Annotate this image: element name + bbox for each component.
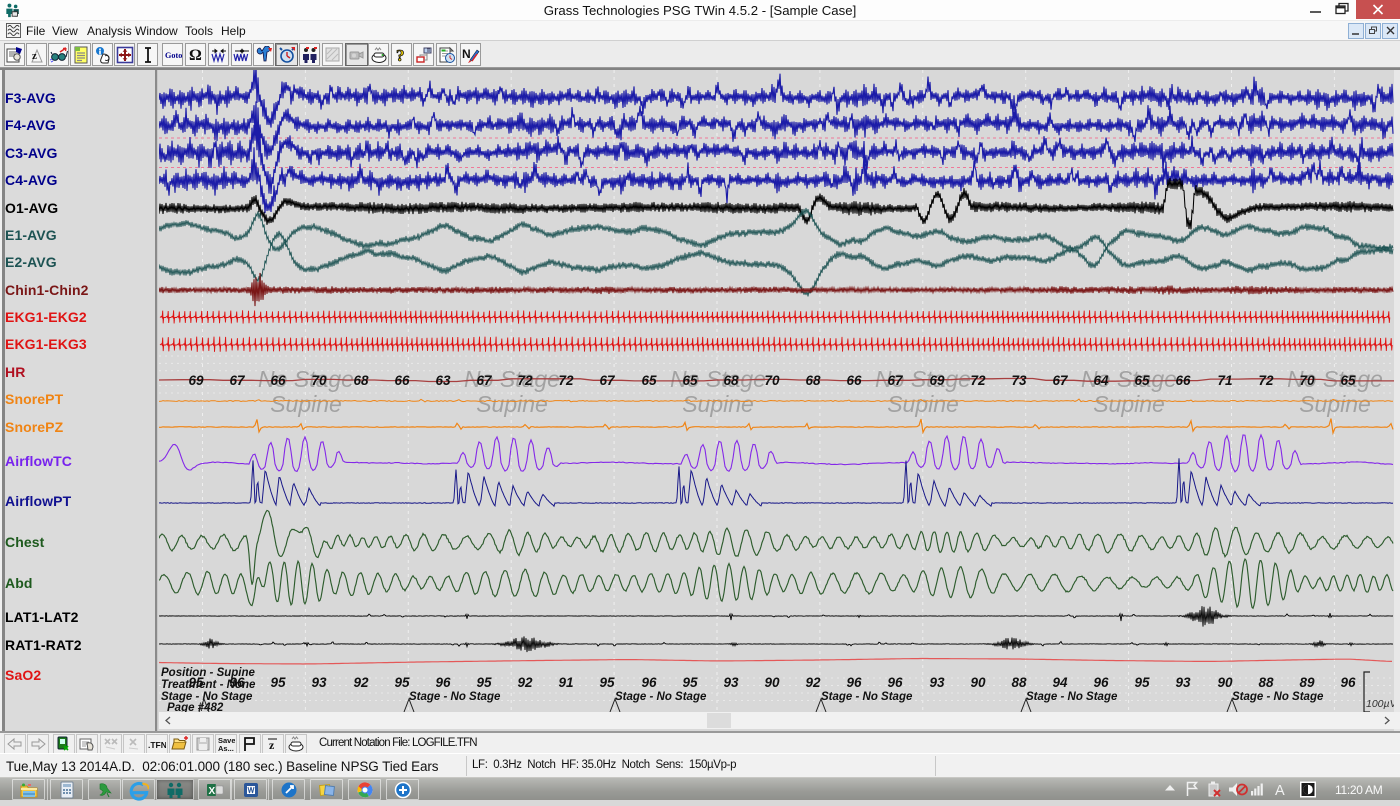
svg-text:N: N: [462, 47, 471, 61]
svg-text:90: 90: [970, 675, 986, 690]
svg-text:95: 95: [270, 675, 286, 690]
svg-text:Save: Save: [218, 736, 235, 745]
svg-text:96: 96: [887, 675, 903, 690]
svg-text:96: 96: [846, 675, 862, 690]
svg-text:Position - Supine: Position - Supine: [161, 667, 256, 679]
svg-text:Ω: Ω: [189, 47, 202, 64]
svg-text:94: 94: [1052, 675, 1068, 690]
svg-text:72: 72: [517, 373, 533, 388]
svg-text:65: 65: [1134, 373, 1150, 388]
svg-text:70: 70: [764, 373, 780, 388]
svg-text:X: X: [208, 786, 215, 797]
svg-text:No Stage: No Stage: [670, 366, 766, 392]
svg-text:69: 69: [188, 373, 204, 388]
svg-text:Treatment - None: Treatment - None: [161, 679, 256, 691]
svg-text:67: 67: [229, 373, 246, 388]
svg-text:Goto: Goto: [165, 51, 182, 60]
svg-text:71: 71: [1217, 373, 1232, 388]
svg-text:66: 66: [394, 373, 410, 388]
svg-text:88: 88: [1258, 675, 1274, 690]
svg-text:67: 67: [476, 373, 493, 388]
svg-text:Stage - No Stage: Stage - No Stage: [161, 691, 253, 703]
svg-text:65: 65: [1340, 373, 1356, 388]
svg-text:Supine: Supine: [887, 391, 959, 417]
svg-text:70: 70: [1299, 373, 1315, 388]
svg-text:96: 96: [1093, 675, 1109, 690]
svg-text:68: 68: [805, 373, 821, 388]
svg-text:67: 67: [887, 373, 904, 388]
svg-text:93: 93: [311, 675, 327, 690]
svg-text:73: 73: [1011, 373, 1027, 388]
svg-text:95: 95: [188, 675, 204, 690]
svg-text:69: 69: [929, 373, 945, 388]
svg-text:95: 95: [682, 675, 698, 690]
svg-text:95: 95: [394, 675, 410, 690]
svg-text:100µV: 100µV: [1366, 698, 1398, 710]
svg-text:95: 95: [599, 675, 615, 690]
svg-text:65: 65: [641, 373, 657, 388]
svg-text:90: 90: [764, 675, 780, 690]
svg-text:.TFN: .TFN: [148, 740, 166, 750]
svg-text:Supine: Supine: [682, 391, 754, 417]
svg-text:Supine: Supine: [476, 391, 548, 417]
svg-text:96: 96: [641, 675, 657, 690]
svg-text:Stage - No Stage: Stage - No Stage: [409, 691, 501, 703]
svg-text:93: 93: [1175, 675, 1191, 690]
svg-text:Supine: Supine: [1299, 391, 1371, 417]
svg-text:70: 70: [311, 373, 327, 388]
svg-text:66: 66: [270, 373, 286, 388]
svg-text:z: z: [32, 50, 37, 62]
svg-text:Stage - No Stage: Stage - No Stage: [1232, 691, 1324, 703]
svg-text:95: 95: [1134, 675, 1150, 690]
svg-text:92: 92: [517, 675, 533, 690]
svg-text:68: 68: [353, 373, 369, 388]
svg-text:66: 66: [1175, 373, 1191, 388]
svg-text:67: 67: [599, 373, 616, 388]
svg-text:88: 88: [1011, 675, 1027, 690]
svg-text:Stage - No Stage: Stage - No Stage: [615, 691, 707, 703]
svg-text:63: 63: [435, 373, 451, 388]
svg-text:z: z: [269, 738, 275, 752]
svg-text:89: 89: [1299, 675, 1315, 690]
svg-text:96: 96: [229, 675, 245, 690]
svg-text:96: 96: [435, 675, 451, 690]
svg-text:As...: As...: [218, 744, 234, 753]
svg-text:72: 72: [1258, 373, 1274, 388]
svg-text:Supine: Supine: [270, 391, 342, 417]
svg-text:Stage - No Stage: Stage - No Stage: [821, 691, 913, 703]
svg-text:?: ?: [396, 46, 405, 64]
svg-text:91: 91: [558, 675, 573, 690]
svg-text:93: 93: [929, 675, 945, 690]
svg-text:72: 72: [970, 373, 986, 388]
svg-text:90: 90: [1217, 675, 1233, 690]
svg-text:A: A: [1275, 783, 1285, 799]
svg-text:96: 96: [1340, 675, 1356, 690]
svg-text:67: 67: [1052, 373, 1069, 388]
svg-text:93: 93: [723, 675, 739, 690]
svg-text:72: 72: [558, 373, 574, 388]
svg-text:Page #482: Page #482: [167, 702, 224, 712]
svg-text:Supine: Supine: [1093, 391, 1165, 417]
svg-text:No Stage: No Stage: [1081, 366, 1177, 392]
svg-text:95: 95: [476, 675, 492, 690]
svg-text:65: 65: [682, 373, 698, 388]
svg-text:68: 68: [723, 373, 739, 388]
svg-text:92: 92: [805, 675, 821, 690]
svg-text:64: 64: [1093, 373, 1109, 388]
svg-text:92: 92: [353, 675, 369, 690]
svg-text:66: 66: [846, 373, 862, 388]
svg-text:Stage - No Stage: Stage - No Stage: [1026, 691, 1118, 703]
